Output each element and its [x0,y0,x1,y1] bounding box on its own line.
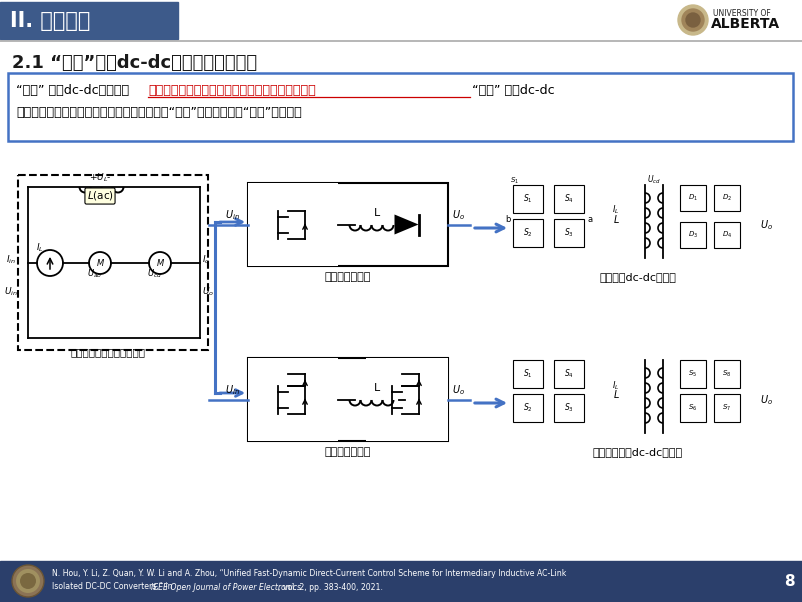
Polygon shape [395,214,419,235]
Bar [0,2,178,39]
Text: 任意支路简化电路是由交流电感和两端电压组成。: 任意支路简化电路是由交流电感和两端电压组成。 [148,84,316,98]
Text: $U_o$: $U_o$ [760,218,773,232]
Text: ALBERTA: ALBERTA [711,17,780,31]
Text: IEEE Open Journal of Power Electronics: IEEE Open Journal of Power Electronics [151,583,301,592]
Bar [513,360,543,388]
Text: Isolated DC-DC Converters,” in: Isolated DC-DC Converters,” in [52,583,175,592]
Text: $S_6$: $S_6$ [688,403,698,413]
Text: $I_o$: $I_o$ [202,253,210,265]
Text: $L$(ac): $L$(ac) [87,190,114,202]
Bar [513,394,543,422]
Text: “一阶” 隔离dc-dc变换器的: “一阶” 隔离dc-dc变换器的 [16,84,129,98]
Bar [554,219,584,247]
Text: N. Hou, Y. Li, Z. Quan, Y. W. Li and A. Zhou, “Unified Fast-Dynamic Direct-Curre: N. Hou, Y. Li, Z. Quan, Y. W. Li and A. … [52,568,566,577]
Bar [714,222,740,248]
Text: $U_{ab}$: $U_{ab}$ [87,268,102,281]
Bar [248,358,448,441]
Bar [248,358,338,441]
Text: $S_1$: $S_1$ [523,368,533,380]
Text: 双向一阶变换器: 双向一阶变换器 [325,447,371,457]
Text: $I_{in}$: $I_{in}$ [6,253,16,265]
Bar [714,360,740,388]
Bar [554,185,584,213]
Text: $S_2$: $S_2$ [523,402,533,414]
Bar [680,394,706,422]
Bar [248,183,448,266]
Text: $U_{cd}$: $U_{cd}$ [147,268,162,281]
Text: $S_3$: $S_3$ [564,402,574,414]
Text: $S_5$: $S_5$ [688,369,698,379]
Text: $S_4$: $S_4$ [564,368,574,380]
Circle shape [16,569,40,593]
Text: $U_o$: $U_o$ [452,383,464,397]
Text: +$U_L$-: +$U_L$- [89,171,111,184]
Text: b: b [505,215,510,224]
Circle shape [686,13,700,27]
Text: M: M [96,258,103,267]
Circle shape [89,252,111,274]
Bar [366,358,448,441]
Bar [554,360,584,388]
Circle shape [12,565,44,597]
Circle shape [682,9,704,31]
Text: $U_{cd}$: $U_{cd}$ [647,174,661,187]
Circle shape [149,252,171,274]
Circle shape [37,250,63,276]
Bar [18,175,208,350]
Bar [0,0,802,42]
Bar [248,183,338,266]
Text: “一阶” 隔离dc-dc: “一阶” 隔离dc-dc [472,84,555,98]
Bar [513,185,543,213]
Text: $U_o$: $U_o$ [452,208,464,222]
Text: $U_{in}$: $U_{in}$ [4,286,18,299]
Text: 8: 8 [784,574,794,589]
Bar [554,394,584,422]
Text: $S_4$: $S_4$ [564,193,574,205]
Text: $U_o$: $U_o$ [760,393,773,407]
Text: UNIVERSITY OF: UNIVERSITY OF [713,10,771,19]
Text: L: L [374,383,380,393]
Text: $S_3$: $S_3$ [564,227,574,239]
Text: $S_7$: $S_7$ [723,403,731,413]
Bar [714,185,740,211]
Text: $S_1$: $S_1$ [510,176,519,186]
Text: 一阶变换器的支路简化电路: 一阶变换器的支路简化电路 [71,347,145,357]
Text: $I_L$: $I_L$ [36,242,44,255]
Text: $I_L$: $I_L$ [612,204,620,217]
Bar [714,394,740,422]
Text: II. 拓扑结构: II. 拓扑结构 [10,11,91,31]
Text: 双向全桥隔离dc-dc变换器: 双向全桥隔离dc-dc变换器 [593,447,683,457]
Bar [680,222,706,248]
Text: a: a [588,215,593,224]
Text: $U_o$: $U_o$ [202,286,214,299]
Text: 变换器根据功率传输方向分类，可以分为双向“一阶”变换器和单向“一阶”变换器。: 变换器根据功率传输方向分类，可以分为双向“一阶”变换器和单向“一阶”变换器。 [16,105,302,119]
Text: $U_{in}$: $U_{in}$ [225,208,240,222]
Text: L: L [374,208,380,218]
Text: $S_8$: $S_8$ [723,369,731,379]
Text: $S_2$: $S_2$ [523,227,533,239]
Bar [680,185,706,211]
Text: M: M [156,258,164,267]
Text: 全桥隔离dc-dc变换器: 全桥隔离dc-dc变换器 [600,272,676,282]
Bar [0,561,802,602]
Circle shape [20,573,36,589]
Text: $I_L$: $I_L$ [612,379,620,391]
Bar [680,360,706,388]
Text: $U_{in}$: $U_{in}$ [225,383,240,397]
Text: $L$: $L$ [613,388,619,400]
Text: 2.1 “一阶”隔离dc-dc变换器的简化电路: 2.1 “一阶”隔离dc-dc变换器的简化电路 [12,54,257,72]
Text: $D_1$: $D_1$ [688,193,698,203]
Text: , vol. 2, pp. 383-400, 2021.: , vol. 2, pp. 383-400, 2021. [277,583,383,592]
Text: $D_4$: $D_4$ [722,230,732,240]
Bar [8,73,793,141]
Circle shape [678,5,708,35]
Text: $L$: $L$ [613,213,619,225]
Text: $D_3$: $D_3$ [688,230,698,240]
Bar [513,219,543,247]
Text: 单向一阶变换器: 单向一阶变换器 [325,272,371,282]
Text: $S_1$: $S_1$ [523,193,533,205]
Text: $D_2$: $D_2$ [722,193,732,203]
